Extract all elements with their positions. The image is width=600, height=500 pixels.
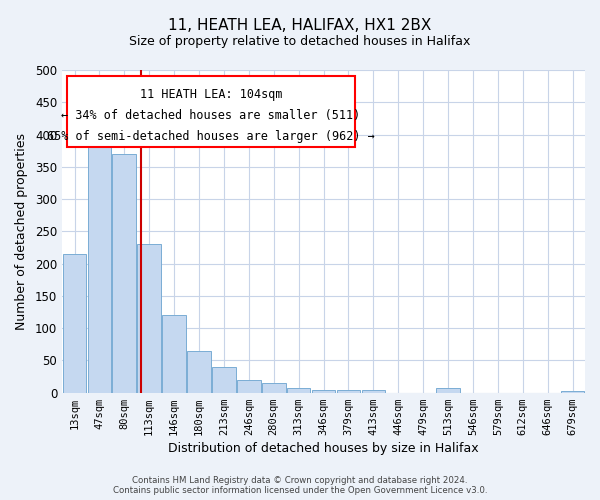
- Bar: [62, 254, 86, 392]
- Bar: [436, 388, 460, 392]
- Text: ← 34% of detached houses are smaller (511): ← 34% of detached houses are smaller (51…: [61, 109, 361, 122]
- Text: Contains public sector information licensed under the Open Government Licence v3: Contains public sector information licen…: [113, 486, 487, 495]
- Y-axis label: Number of detached properties: Number of detached properties: [15, 133, 28, 330]
- Text: 11, HEATH LEA, HALIFAX, HX1 2BX: 11, HEATH LEA, HALIFAX, HX1 2BX: [169, 18, 431, 32]
- Bar: [137, 244, 161, 392]
- Bar: [362, 390, 385, 392]
- Bar: [287, 388, 310, 392]
- Text: Contains HM Land Registry data © Crown copyright and database right 2024.: Contains HM Land Registry data © Crown c…: [132, 476, 468, 485]
- Bar: [237, 380, 260, 392]
- Bar: [337, 390, 360, 392]
- Bar: [162, 315, 186, 392]
- X-axis label: Distribution of detached houses by size in Halifax: Distribution of detached houses by size …: [168, 442, 479, 455]
- Bar: [187, 350, 211, 393]
- Bar: [262, 383, 286, 392]
- Text: 11 HEATH LEA: 104sqm: 11 HEATH LEA: 104sqm: [140, 88, 283, 101]
- Bar: [311, 390, 335, 392]
- Bar: [112, 154, 136, 392]
- FancyBboxPatch shape: [67, 76, 355, 148]
- Text: 65% of semi-detached houses are larger (962) →: 65% of semi-detached houses are larger (…: [47, 130, 375, 143]
- Bar: [212, 367, 236, 392]
- Bar: [88, 132, 111, 392]
- Text: Size of property relative to detached houses in Halifax: Size of property relative to detached ho…: [130, 35, 470, 48]
- Bar: [561, 391, 584, 392]
